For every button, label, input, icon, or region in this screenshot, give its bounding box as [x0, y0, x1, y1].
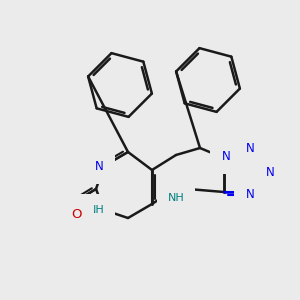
Text: N: N	[222, 149, 230, 163]
Text: N: N	[246, 188, 254, 202]
Text: N: N	[246, 142, 254, 155]
Text: NH: NH	[168, 193, 184, 203]
Text: O: O	[71, 208, 81, 220]
Text: NH: NH	[88, 205, 104, 215]
Text: N: N	[266, 166, 274, 178]
Text: N: N	[94, 160, 103, 172]
